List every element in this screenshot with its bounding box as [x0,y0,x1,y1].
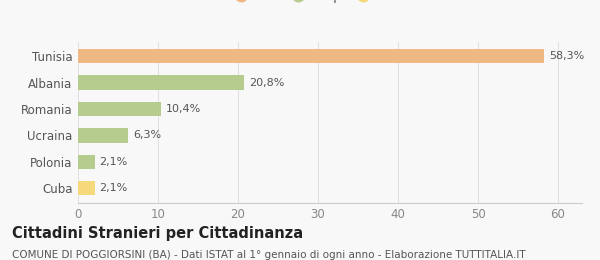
Text: 20,8%: 20,8% [249,77,284,88]
Bar [78,154,95,169]
Bar [78,181,95,196]
Text: 2,1%: 2,1% [100,157,128,167]
Legend: Africa, Europa, America: Africa, Europa, America [233,0,427,7]
Text: COMUNE DI POGGIORSINI (BA) - Dati ISTAT al 1° gennaio di ogni anno - Elaborazion: COMUNE DI POGGIORSINI (BA) - Dati ISTAT … [12,250,526,259]
Text: 6,3%: 6,3% [133,131,161,140]
Bar [78,49,544,63]
Text: 58,3%: 58,3% [549,51,584,61]
Text: 10,4%: 10,4% [166,104,201,114]
Bar [78,128,128,143]
Bar [78,102,161,116]
Text: Cittadini Stranieri per Cittadinanza: Cittadini Stranieri per Cittadinanza [12,226,303,241]
Bar [78,75,244,90]
Text: 2,1%: 2,1% [100,183,128,193]
